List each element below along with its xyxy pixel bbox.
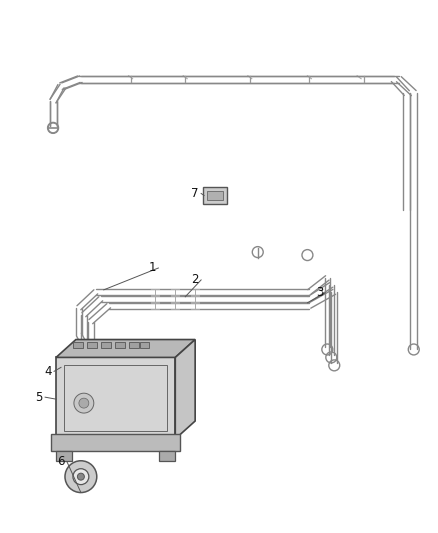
Text: 6: 6 <box>57 455 65 469</box>
Text: 2: 2 <box>191 273 199 286</box>
FancyBboxPatch shape <box>87 342 97 349</box>
FancyBboxPatch shape <box>140 342 149 349</box>
Text: 4: 4 <box>44 365 52 378</box>
Polygon shape <box>175 340 195 439</box>
Polygon shape <box>56 340 195 358</box>
Text: 7: 7 <box>191 187 199 200</box>
FancyBboxPatch shape <box>73 342 83 349</box>
Text: 1: 1 <box>148 262 156 274</box>
Circle shape <box>73 469 89 484</box>
Circle shape <box>78 473 85 480</box>
Circle shape <box>65 461 97 492</box>
FancyBboxPatch shape <box>207 191 223 200</box>
Polygon shape <box>56 451 72 461</box>
FancyBboxPatch shape <box>129 342 138 349</box>
Polygon shape <box>56 358 175 439</box>
Text: 5: 5 <box>35 391 43 403</box>
Polygon shape <box>159 451 175 461</box>
Polygon shape <box>51 434 180 451</box>
Text: 3: 3 <box>316 286 323 300</box>
FancyBboxPatch shape <box>203 187 227 204</box>
FancyBboxPatch shape <box>115 342 124 349</box>
FancyBboxPatch shape <box>101 342 111 349</box>
Circle shape <box>79 398 89 408</box>
Circle shape <box>74 393 94 413</box>
